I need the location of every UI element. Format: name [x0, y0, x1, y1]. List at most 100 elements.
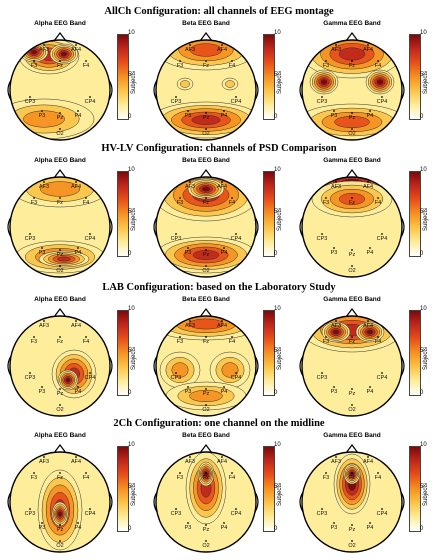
- electrode-label: AF4: [217, 323, 227, 329]
- electrode-marker: [179, 336, 181, 338]
- electrode-label: F4: [375, 200, 381, 206]
- electrode-label: CP4: [85, 99, 96, 105]
- electrode-label: F3: [177, 339, 183, 345]
- electrode-marker: [189, 456, 191, 458]
- colorbar-tick: 5: [420, 484, 424, 490]
- electrode-marker: [29, 372, 31, 374]
- colorbar: [409, 310, 421, 396]
- electrode-label: Fz: [349, 475, 355, 481]
- contour-level: [39, 181, 81, 197]
- electrode-marker: [221, 44, 223, 46]
- contour-level: [189, 389, 223, 403]
- colorbar-tick: 5: [274, 348, 278, 354]
- electrode-marker: [223, 386, 225, 388]
- electrode-marker: [43, 181, 45, 183]
- head-outline: [9, 176, 111, 278]
- electrode-marker: [369, 386, 371, 388]
- contour-level: [225, 80, 235, 88]
- electrode-label: F3: [177, 200, 183, 206]
- electrode-marker: [325, 197, 327, 199]
- nose: [345, 308, 359, 318]
- electrode-marker: [377, 472, 379, 474]
- electrode-label: CP4: [85, 375, 96, 381]
- band-title: Gamma EEG Band: [323, 432, 381, 439]
- electrode-label: P3: [185, 389, 192, 395]
- contour-level: [204, 471, 208, 477]
- colorbar-tick: 5: [128, 72, 132, 78]
- colorbar-label: Subjects: [277, 482, 283, 506]
- electrode-label: Pz: [57, 252, 64, 258]
- colorbar-tick: 5: [274, 72, 278, 78]
- electrode-label: P4: [221, 389, 228, 395]
- colorbar-tick: 0: [420, 526, 424, 532]
- electrode-marker: [381, 96, 383, 98]
- electrode-marker: [43, 456, 45, 458]
- electrode-marker: [235, 96, 237, 98]
- electrode-marker: [179, 472, 181, 474]
- electrode-label: Pz: [203, 527, 210, 533]
- nose: [53, 308, 67, 318]
- electrode-marker: [179, 60, 181, 62]
- electrode-label: F4: [229, 339, 235, 345]
- colorbar-tick: 5: [420, 209, 424, 215]
- band-title: Beta EEG Band: [182, 20, 230, 27]
- electrode-label: Pz: [57, 527, 64, 533]
- electrode-label: P4: [75, 113, 82, 119]
- electrode-marker: [175, 508, 177, 510]
- colorbar-label: Subjects: [423, 207, 429, 231]
- colorbar-tick: 0: [420, 251, 424, 257]
- electrode-marker: [377, 197, 379, 199]
- electrode-label: P3: [185, 525, 192, 531]
- electrode-label: Fz: [203, 339, 209, 345]
- electrode-marker: [85, 60, 87, 62]
- electrode-label: P4: [75, 389, 82, 395]
- electrode-label: O2: [348, 268, 355, 274]
- electrode-marker: [223, 247, 225, 249]
- electrode-label: Pz: [349, 527, 356, 533]
- electrode-label: F4: [229, 475, 235, 481]
- electrode-marker: [205, 336, 207, 338]
- colorbar-label: Subjects: [131, 482, 137, 506]
- electrode-label: O2: [348, 407, 355, 413]
- electrode-marker: [325, 472, 327, 474]
- electrode-label: O2: [202, 407, 209, 413]
- electrode-label: Pz: [349, 115, 356, 121]
- electrode-marker: [205, 249, 207, 251]
- electrode-label: AF4: [217, 459, 227, 465]
- colorbar-tick: 10: [420, 306, 427, 312]
- colorbar-label: Subjects: [131, 346, 137, 370]
- electrode-label: CP4: [377, 236, 388, 242]
- electrode-label: CP4: [85, 511, 96, 517]
- colorbar-tick: 10: [420, 30, 427, 36]
- electrode-marker: [59, 472, 61, 474]
- electrode-label: Fz: [57, 339, 63, 345]
- electrode-marker: [369, 522, 371, 524]
- colorbar-tick: 10: [128, 442, 135, 448]
- colorbar-tick: 0: [420, 114, 424, 120]
- colorbar-tick: 10: [274, 442, 281, 448]
- colorbar-label: Subjects: [277, 207, 283, 231]
- scalp-topography: AF3 AF4 F3 Fz F4 CP3 CP4 P3 Pz P4 O2: [299, 444, 405, 553]
- colorbar-tick: 10: [274, 30, 281, 36]
- electrode-marker: [179, 197, 181, 199]
- electrode-label: CP3: [317, 511, 328, 517]
- electrode-marker: [351, 404, 353, 406]
- electrode-label: F3: [31, 339, 37, 345]
- scalp-topography: AF3 AF4 F3 Fz F4 CP3 CP4 P3 Pz P4 O2: [153, 308, 259, 417]
- colorbar: [409, 34, 421, 120]
- electrode-label: P4: [221, 113, 228, 119]
- electrode-marker: [367, 44, 369, 46]
- electrode-marker: [351, 128, 353, 130]
- electrode-marker: [75, 181, 77, 183]
- colorbar-label: Subjects: [423, 346, 429, 370]
- electrode-label: AF4: [71, 47, 81, 53]
- electrode-label: F3: [323, 339, 329, 345]
- colorbar-tick: 0: [274, 390, 278, 396]
- electrode-marker: [325, 336, 327, 338]
- electrode-label: AF3: [331, 459, 341, 465]
- colorbar-tick: 5: [128, 209, 132, 215]
- electrode-label: CP3: [171, 236, 182, 242]
- section-title-hv-lv: HV-LV Configuration: channels of PSD Com…: [101, 143, 337, 154]
- contour-level: [57, 256, 71, 262]
- scalp-topography: AF3 AF4 F3 Fz F4 CP3 CP4 P3 Pz P4 O2: [7, 32, 113, 141]
